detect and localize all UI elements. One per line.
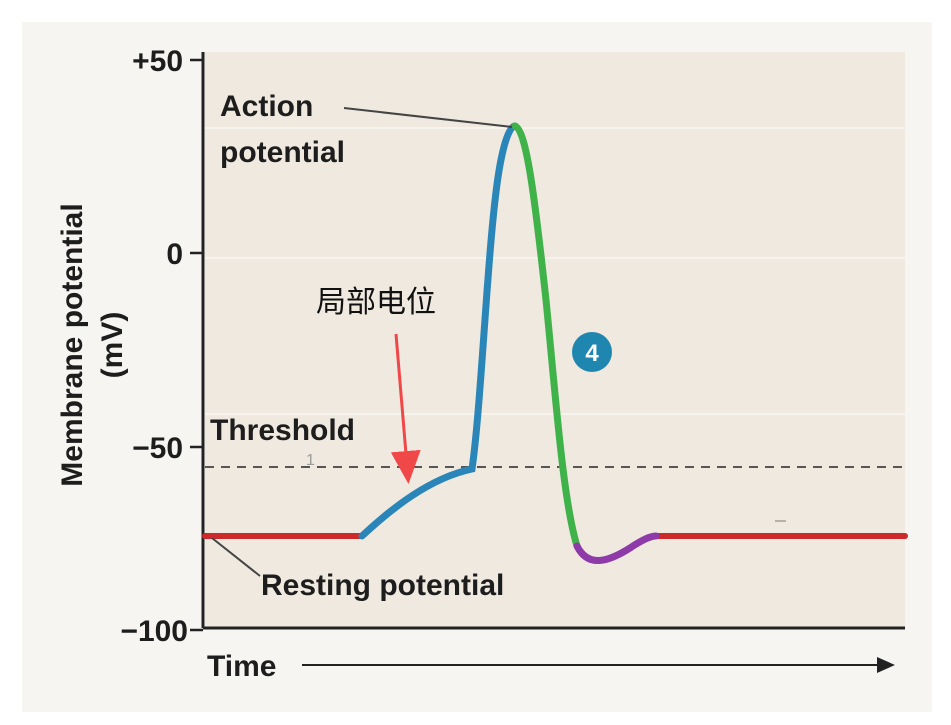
resting-potential-pointer xyxy=(211,537,261,577)
y-tick-label: +50 xyxy=(132,45,183,78)
y-ticks xyxy=(190,58,203,632)
y-axis-title: Membrane potential xyxy=(56,203,89,486)
threshold-label: Threshold xyxy=(210,414,355,447)
y-tick-label: −50 xyxy=(132,432,183,465)
resting-potential-label: Resting potential xyxy=(261,569,504,602)
step-badge-number: 4 xyxy=(585,340,599,367)
depolarization-segment xyxy=(358,122,519,540)
y-axis-unit: (mV) xyxy=(96,312,129,379)
y-tick-label: −100 xyxy=(120,615,188,648)
x-axis-label: Time xyxy=(207,650,276,683)
hyperpolarization-segment xyxy=(573,532,660,564)
local-potential-label: 局部电位 xyxy=(316,286,436,319)
local-potential-arrow xyxy=(390,333,421,484)
step-badge xyxy=(572,332,612,372)
y-tick-label: 0 xyxy=(166,238,183,271)
repolarization-segment xyxy=(511,122,581,550)
plot-area xyxy=(205,52,905,627)
y-axis-label: Membrane potential (mV) xyxy=(56,203,129,486)
action-potential-pointer xyxy=(343,107,513,128)
small-mark: 1 xyxy=(306,452,315,469)
action-potential-label-line2: potential xyxy=(220,136,345,169)
action-potential-label: Action xyxy=(220,90,313,123)
